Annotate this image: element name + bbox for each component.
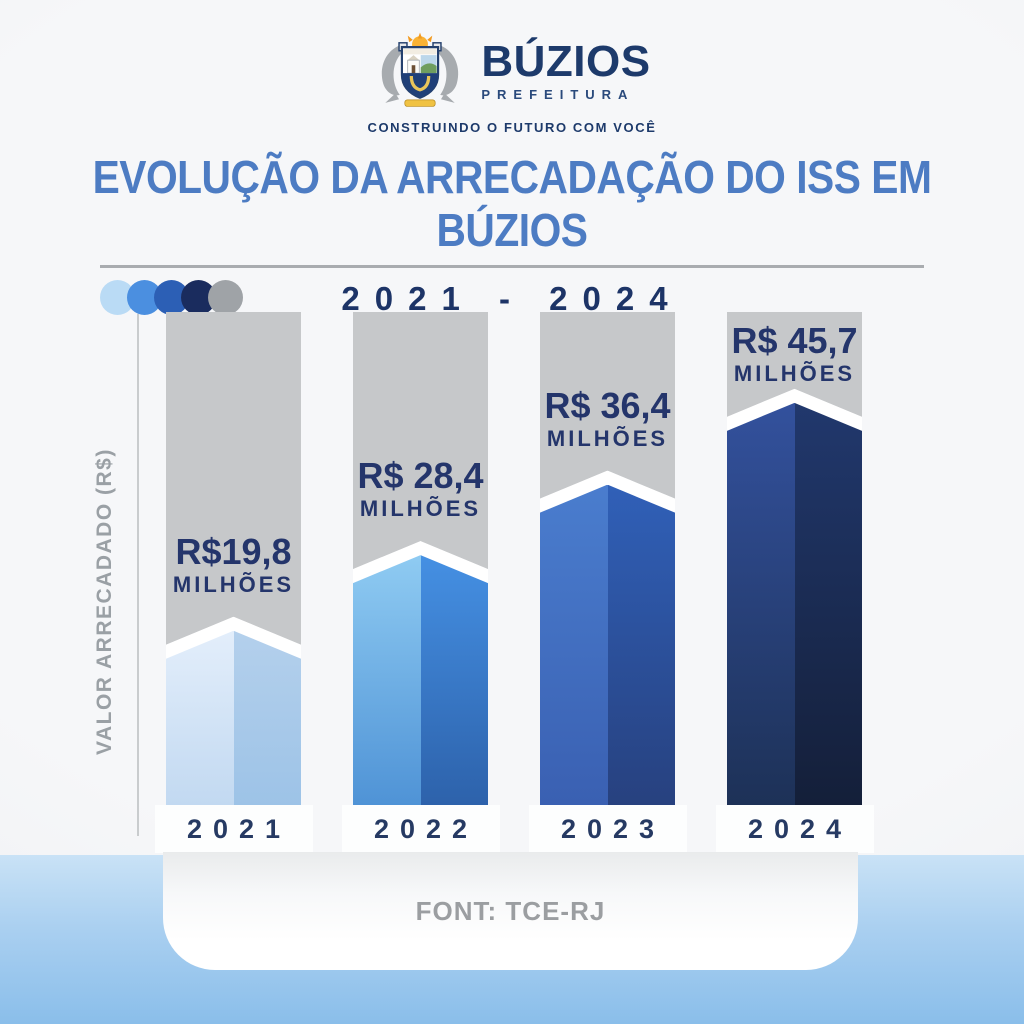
bar-face-right bbox=[420, 555, 488, 805]
source-panel: FONT: TCE-RJ bbox=[163, 852, 858, 970]
bar bbox=[727, 402, 862, 805]
buzios-coat-of-arms-icon bbox=[382, 32, 459, 107]
bar-value: R$19,8 bbox=[175, 530, 292, 572]
bar bbox=[353, 555, 488, 805]
bar-value-label: R$ 45,7 MILHÕES bbox=[700, 320, 890, 387]
bar-unit: MILHÕES bbox=[733, 361, 856, 386]
brand-subtitle: PREFEITURA bbox=[481, 87, 635, 102]
bar-value-label: R$19,8 MILHÕES bbox=[139, 530, 329, 597]
bar bbox=[540, 484, 675, 805]
bar-track bbox=[353, 312, 488, 569]
color-dot-icon bbox=[208, 280, 243, 315]
bar-face-right bbox=[233, 630, 301, 805]
decorative-dots bbox=[100, 280, 243, 315]
bar-value: R$ 28,4 bbox=[357, 455, 484, 497]
bar-value: R$ 45,7 bbox=[731, 320, 858, 361]
bar bbox=[166, 630, 301, 805]
y-axis-line bbox=[137, 314, 139, 836]
y-axis-label: VALOR ARRECADADO (R$) bbox=[93, 448, 116, 756]
bar-unit: MILHÕES bbox=[359, 496, 482, 522]
bar-track bbox=[166, 312, 301, 645]
title-divider bbox=[100, 265, 924, 268]
bar-value: R$ 36,4 bbox=[544, 384, 671, 426]
title-block: EVOLUÇÃO DA ARRECADAÇÃO DO ISS EM BÚZIOS… bbox=[0, 151, 1024, 321]
bar-unit: MILHÕES bbox=[172, 571, 295, 597]
year-label: 2021 bbox=[154, 805, 313, 853]
bar-value-label: R$ 28,4 MILHÕES bbox=[326, 455, 516, 522]
subtitle-row: 2021 - 2024 bbox=[0, 277, 1024, 321]
brand-tagline: CONSTRUINDO O FUTURO COM VOCÊ bbox=[367, 120, 657, 135]
bar-face-left bbox=[727, 402, 795, 805]
fish-right-icon bbox=[437, 45, 459, 103]
year-label: 2023 bbox=[528, 805, 687, 853]
bar-face-left bbox=[166, 630, 234, 805]
page-title: EVOLUÇÃO DA ARRECADAÇÃO DO ISS EM BÚZIOS bbox=[92, 151, 932, 256]
source-text: FONT: TCE-RJ bbox=[415, 895, 606, 926]
brand-text: BÚZIOS PREFEITURA bbox=[481, 37, 651, 103]
year-label: 2024 bbox=[715, 805, 874, 853]
bar-face-right bbox=[794, 402, 862, 805]
bar-face-left bbox=[353, 555, 421, 805]
period-label: 2021 - 2024 bbox=[341, 280, 683, 317]
banner-ribbon-icon bbox=[404, 99, 436, 107]
bar-face-right bbox=[607, 484, 675, 805]
shield-icon bbox=[398, 42, 443, 99]
bar-face-left bbox=[540, 484, 608, 805]
bar-value-label: R$ 36,4 MILHÕES bbox=[513, 384, 703, 451]
bar-chart: VALOR ARRECADADO (R$) R$19,8 MILHÕES 202… bbox=[0, 312, 1024, 860]
buzios-logo: BÚZIOS PREFEITURA bbox=[373, 30, 650, 112]
header: BÚZIOS PREFEITURA CONSTRUINDO O FUTURO C… bbox=[0, 30, 1024, 135]
year-label: 2022 bbox=[341, 805, 500, 853]
fish-left-icon bbox=[382, 45, 403, 103]
brand-name: BÚZIOS bbox=[481, 37, 651, 86]
bar-unit: MILHÕES bbox=[546, 425, 669, 451]
bar-track bbox=[540, 312, 675, 499]
